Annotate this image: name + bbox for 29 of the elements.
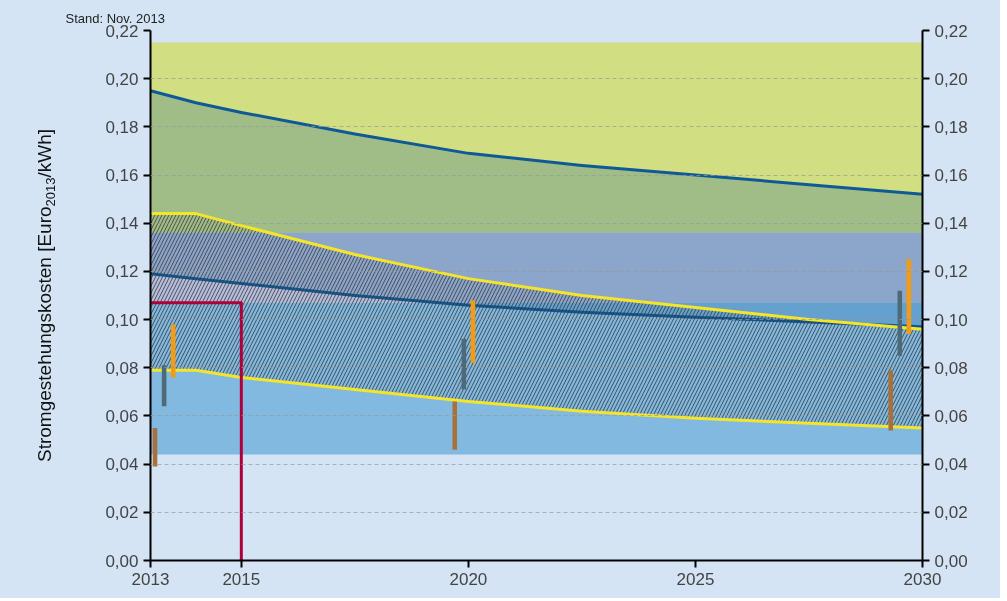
y2-tick-label: 0,16: [934, 166, 968, 186]
y2-tick-label: 0,10: [934, 310, 968, 330]
y-tick-label: 0,10: [105, 310, 139, 330]
y2-tick-label: 0,22: [934, 21, 968, 41]
y-tick-label: 0,18: [105, 117, 139, 137]
x-tick-label: 2015: [222, 569, 261, 589]
x-tick-label: 2030: [903, 569, 942, 589]
y-tick-label: 0,12: [105, 262, 139, 282]
y2-tick-label: 0,04: [934, 455, 968, 475]
y2-tick-label: 0,18: [934, 117, 968, 137]
x-tick-label: 2020: [449, 569, 488, 589]
y-tick-label: 0,16: [105, 166, 139, 186]
x-tick-label: 2025: [676, 569, 715, 589]
y-tick-label: 0,06: [105, 406, 139, 426]
text: Stand: Nov. 2013: [65, 10, 165, 26]
y-tick-label: 0,00: [105, 551, 139, 571]
y2-tick-label: 0,08: [934, 358, 968, 378]
y2-tick-label: 0,06: [934, 406, 968, 426]
y-tick-label: 0,04: [105, 455, 139, 475]
y2-tick-label: 0,20: [934, 69, 968, 89]
y2-tick-label: 0,12: [934, 262, 968, 282]
y2-tick-label: 0,02: [934, 503, 968, 523]
y-tick-label: 0,02: [105, 503, 139, 523]
y2-tick-label: 0,14: [934, 214, 968, 234]
y-tick-label: 0,08: [105, 358, 139, 378]
x-tick-label: 2013: [131, 569, 170, 589]
y-tick-label: 0,14: [105, 214, 139, 234]
y2-tick-label: 0,00: [934, 551, 968, 571]
y-tick-label: 0,20: [105, 69, 139, 89]
